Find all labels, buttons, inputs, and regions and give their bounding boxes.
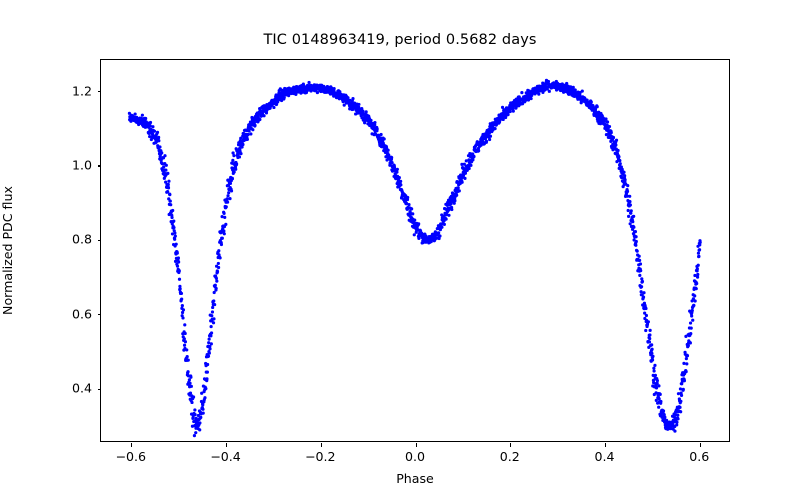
- x-tick-mark: [510, 443, 512, 447]
- y-tick-label: 1.2: [71, 83, 92, 99]
- x-tick-mark: [699, 443, 701, 447]
- x-tick-label: −0.4: [210, 449, 241, 464]
- x-tick-mark: [320, 443, 322, 447]
- y-tick-mark: [97, 388, 101, 390]
- y-tick-mark: [97, 165, 101, 167]
- y-axis-label: Normalized PDC flux: [0, 186, 15, 315]
- y-axis-tick-labels: 0.4 0.6 0.8 1.0 1.2: [48, 59, 92, 442]
- plot-axes: [97, 59, 730, 447]
- x-tick-mark: [604, 443, 607, 447]
- y-tick-mark: [97, 239, 101, 241]
- x-tick-label: −0.6: [115, 449, 147, 464]
- x-tick-mark: [131, 443, 133, 447]
- y-tick-label: 0.4: [71, 380, 92, 396]
- y-tick-mark: [97, 314, 101, 316]
- x-tick-label: 0.0: [404, 449, 426, 464]
- y-tick-label: 0.6: [71, 306, 92, 322]
- x-tick-label: −0.2: [304, 449, 336, 464]
- y-tick-label: 1.0: [71, 157, 92, 173]
- x-tick-label: 0.2: [499, 449, 520, 464]
- data-series-points: [127, 78, 702, 438]
- x-axis-tick-labels: −0.6 −0.4 −0.2 0.0 0.2 0.4 0.6: [100, 449, 730, 469]
- chart-title: TIC 0148963419, period 0.5682 days: [263, 32, 537, 48]
- x-axis-label: Phase: [396, 471, 434, 486]
- y-tick-mark: [97, 91, 101, 93]
- y-tick-label: 0.8: [71, 231, 92, 247]
- x-tick-mark: [226, 443, 228, 447]
- scatter-plot-svg: [127, 78, 702, 438]
- x-tick-label: 0.6: [689, 449, 710, 464]
- x-tick-label: 0.4: [594, 449, 615, 464]
- x-tick-mark: [415, 443, 417, 447]
